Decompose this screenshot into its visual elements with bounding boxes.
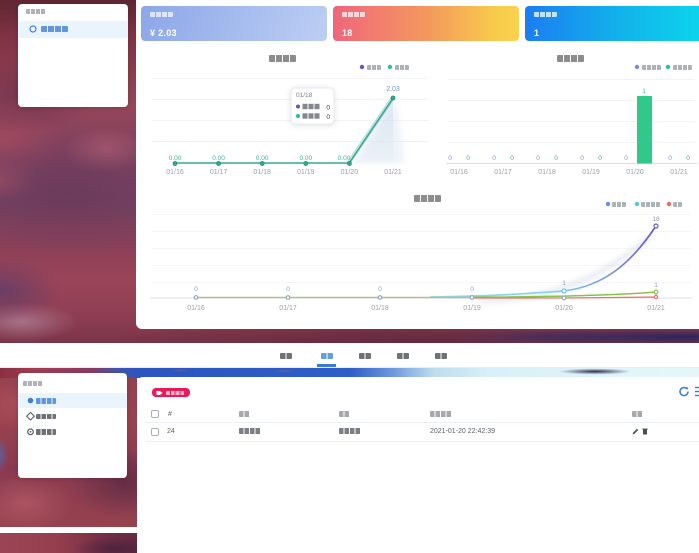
svg-text:0: 0 (448, 155, 452, 162)
svg-text:0.00: 0.00 (212, 155, 225, 162)
svg-text:01/16: 01/16 (166, 169, 184, 176)
svg-text:1: 1 (562, 280, 566, 287)
svg-text:0: 0 (686, 155, 690, 162)
svg-text:01/17: 01/17 (279, 305, 297, 312)
svg-text:0: 0 (598, 155, 602, 162)
svg-text:0: 0 (536, 155, 540, 162)
svg-text:0.00: 0.00 (256, 155, 269, 162)
svg-text:0: 0 (466, 155, 470, 162)
svg-text:0: 0 (624, 155, 628, 162)
svg-text:1: 1 (642, 88, 646, 95)
svg-text:0: 0 (554, 155, 558, 162)
svg-text:0: 0 (194, 286, 198, 293)
svg-text:0: 0 (378, 286, 382, 293)
svg-text:01/17: 01/17 (494, 169, 512, 176)
svg-text:01/19: 01/19 (582, 169, 600, 176)
svg-text:0: 0 (580, 155, 584, 162)
svg-text:0: 0 (286, 286, 290, 293)
svg-text:01/19: 01/19 (463, 305, 481, 312)
svg-text:0: 0 (510, 155, 514, 162)
svg-text:01/19: 01/19 (297, 169, 315, 176)
svg-text:1: 1 (654, 282, 658, 289)
svg-text:0: 0 (470, 286, 474, 293)
svg-text:0.00: 0.00 (169, 155, 182, 162)
svg-text:01/20: 01/20 (626, 169, 644, 176)
svg-text:01/16: 01/16 (450, 169, 468, 176)
svg-text:0.00: 0.00 (299, 155, 312, 162)
svg-text:01/18: 01/18 (296, 92, 313, 99)
svg-text:01/20: 01/20 (341, 169, 359, 176)
svg-text:01/21: 01/21 (647, 305, 665, 312)
svg-text:01/18: 01/18 (371, 305, 389, 312)
svg-text:01/21: 01/21 (384, 169, 402, 176)
svg-text:18: 18 (652, 216, 660, 223)
svg-text:0.00: 0.00 (338, 155, 351, 162)
svg-text:0: 0 (492, 155, 496, 162)
svg-text:2.03: 2.03 (386, 86, 400, 93)
svg-text:01/20: 01/20 (555, 305, 573, 312)
svg-text:0: 0 (326, 114, 330, 121)
svg-text:01/16: 01/16 (187, 305, 205, 312)
svg-text:01/21: 01/21 (670, 169, 688, 176)
svg-text:01/18: 01/18 (538, 169, 556, 176)
svg-text:0: 0 (326, 105, 330, 112)
svg-text:0: 0 (668, 155, 672, 162)
svg-text:01/17: 01/17 (210, 169, 228, 176)
svg-text:01/18: 01/18 (253, 169, 271, 176)
